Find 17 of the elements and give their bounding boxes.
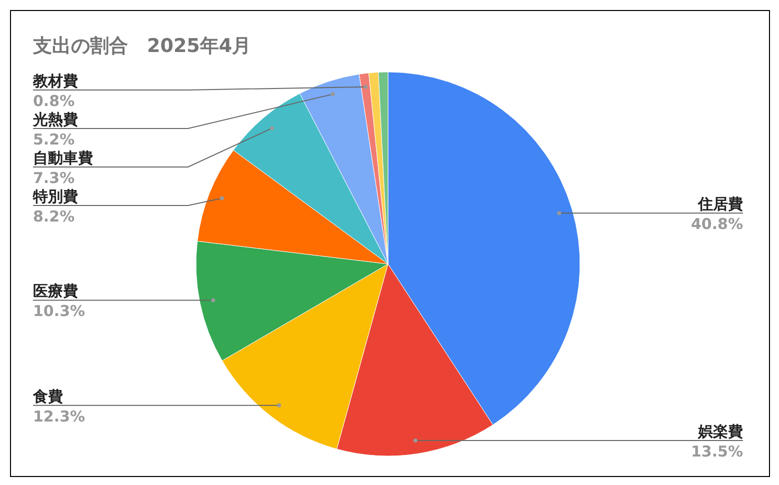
data-label: 0.8% — [33, 92, 75, 110]
slice-label: 住居費 — [697, 195, 743, 214]
data-label: 40.8% — [690, 215, 743, 234]
data-label: 12.3% — [33, 407, 86, 426]
slice-label: 教材費 — [32, 72, 78, 90]
data-label: 10.3% — [33, 302, 86, 320]
data-label: 7.3% — [33, 169, 75, 187]
data-label: 13.5% — [690, 442, 743, 460]
slice-label: 食費 — [32, 387, 63, 406]
slice-label: 医療費 — [33, 282, 78, 300]
slice-label: 光熱費 — [32, 110, 78, 128]
chart-title: 支出の割合 2025年4月 — [32, 35, 252, 57]
data-label: 8.2% — [33, 208, 75, 226]
data-label: 5.2% — [33, 130, 75, 148]
slice-label: 特別費 — [32, 188, 78, 206]
slice-label: 娯楽費 — [697, 422, 743, 440]
slice-label: 自動車費 — [33, 149, 93, 167]
